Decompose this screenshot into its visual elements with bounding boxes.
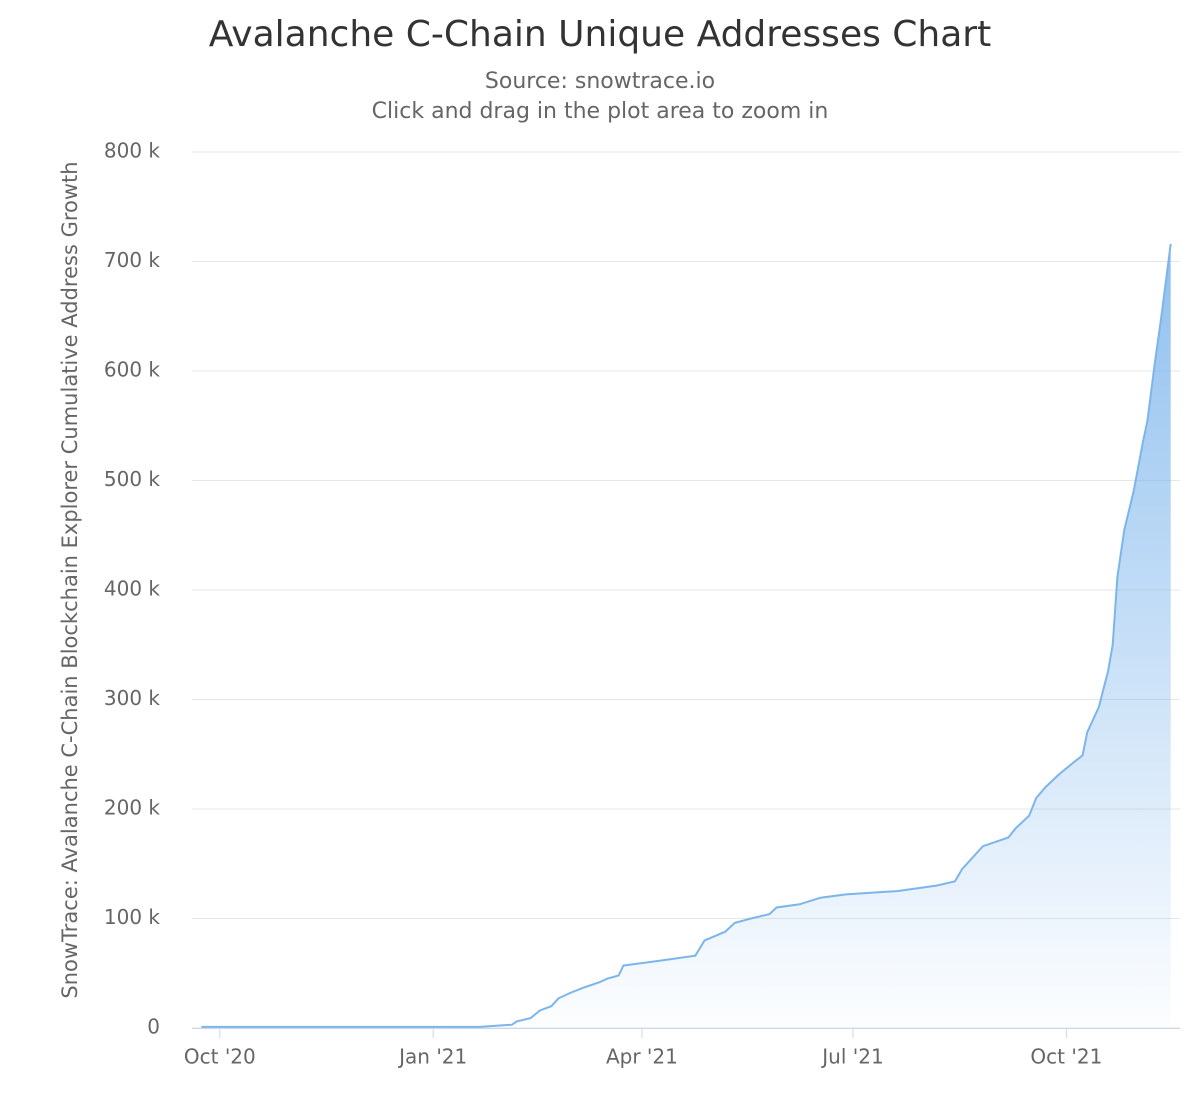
x-tick-label: Jul '21 [820,1045,883,1069]
y-tick-label: 800 k [104,139,161,163]
x-tick-label: Oct '21 [1030,1045,1102,1069]
y-tick-label: 100 k [104,905,161,929]
chart-title: Avalanche C-Chain Unique Addresses Chart [209,14,991,55]
y-tick-label: 400 k [104,577,161,601]
y-tick-label: 300 k [104,686,161,710]
y-tick-label: 700 k [104,248,161,272]
chart-subtitle: Source: snowtrace.io [485,69,715,94]
x-tick-label: Oct '20 [184,1045,256,1069]
zoom-note: Click and drag in the plot area to zoom … [372,99,829,124]
y-tick-label: 500 k [104,467,161,491]
y-tick-label: 200 k [104,796,161,820]
x-tick-label: Apr '21 [606,1045,678,1069]
x-tick-label: Jan '21 [397,1045,467,1069]
y-axis-title: SnowTrace: Avalanche C-Chain Blockchain … [58,161,82,999]
area-fill [201,244,1171,1028]
area-line [201,243,1172,1028]
y-tick-label: 0 [147,1015,160,1039]
y-tick-label: 600 k [104,358,161,382]
